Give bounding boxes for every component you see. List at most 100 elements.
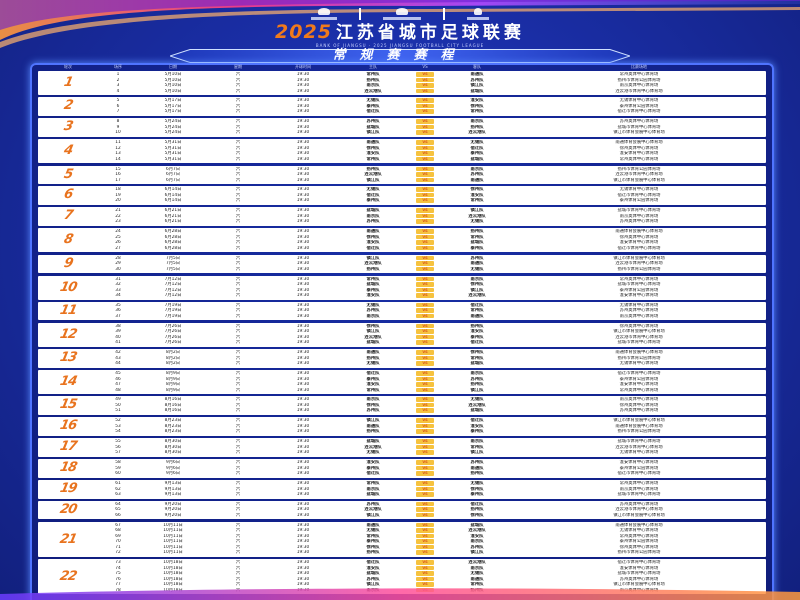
match-row[interactable]: 38 7月26日 六 19:30 徐州队 VS 扬州队 徐州奥体中心体育场: [98, 323, 766, 330]
match-row[interactable]: 61 9月13日 六 19:30 常州队 VS 无锡队 常州奥体中心体育场: [98, 481, 766, 487]
match-row[interactable]: 39 7月26日 六 19:30 镇江队 VS 淮安队 镇江市体育会展中心体育场: [98, 329, 766, 335]
match-row[interactable]: 19 6月14日 六 19:30 宿迁队 VS 淮安队 宿迁市体育中心体育场: [98, 192, 766, 199]
vs-badge: VS: [416, 544, 434, 550]
match-row[interactable]: 26 6月28日 六 19:30 淮安队 VS 盐城队 淮安体育中心体育场: [98, 240, 766, 246]
kickoff-time: 19:30: [296, 418, 310, 424]
match-row[interactable]: 44 8月2日 六 19:30 无锡队 VS 盐城队 无锡体育中心体育场: [98, 361, 766, 367]
match-row[interactable]: 69 10月11日 六 19:30 常州队 VS 淮安队 常州奥体中心体育场: [98, 533, 766, 540]
match-row[interactable]: 2 5月10日 六 19:30 扬州队 VS 苏州队 扬州市体育公园体育场: [98, 77, 766, 84]
match-row[interactable]: 78 10月18日 六 19:30 南京队 VS 扬州队 南京奥体中心体育场: [98, 587, 766, 594]
match-row[interactable]: 59 9月6日 六 19:30 泰州队 VS 南通队 泰州体育公园体育场: [98, 465, 766, 472]
match-row[interactable]: 20 6月14日 六 19:30 泰州队 VS 常州队 泰州体育公园体育场: [98, 198, 766, 204]
match-number: 34: [115, 293, 121, 299]
vs-cell: VS: [408, 119, 442, 125]
match-row[interactable]: 12 5月31日 六 19:30 徐州队 VS 宿迁队 徐州奥体中心体育场: [98, 145, 766, 152]
match-row[interactable]: 48 8月9日 六 19:30 常州队 VS 镇江队 常州奥体中心体育场: [98, 387, 766, 394]
match-row[interactable]: 60 9月6日 六 19:30 宿迁队 VS 扬州队 宿迁市体育中心体育场: [98, 471, 766, 477]
match-row[interactable]: 33 7月12日 六 19:30 泰州队 VS 镇江队 泰州体育公园体育场: [98, 287, 766, 294]
away-team: 扬州队: [470, 229, 484, 235]
match-row[interactable]: 30 7月5日 六 19:30 扬州队 VS 无锡队 扬州市体育公园体育场: [98, 266, 766, 273]
match-row[interactable]: 64 9月20日 六 19:30 苏州队 VS 宿迁队 苏州奥体中心体育场: [98, 501, 766, 508]
match-row[interactable]: 49 8月16日 六 19:30 南京队 VS 无锡队 南京奥体中心体育场: [98, 397, 766, 403]
match-weekday: 六: [235, 172, 241, 178]
match-row[interactable]: 66 9月20日 六 19:30 镇江队 VS 徐州队 镇江市体育会展中心体育场: [98, 512, 766, 519]
match-row[interactable]: 75 10月18日 六 19:30 盐城队 VS 无锡队 盐城市体育中心体育场: [98, 571, 766, 577]
match-row[interactable]: 23 6月21日 六 19:30 苏州队 VS 无锡队 苏州奥体中心体育场: [98, 219, 766, 225]
match-row[interactable]: 36 7月19日 六 19:30 苏州队 VS 常州队 苏州奥体中心体育场: [98, 308, 766, 314]
match-row[interactable]: 42 8月2日 六 19:30 南通队 VS 徐州队 南通体育会展中心体育场: [98, 350, 766, 356]
match-row[interactable]: 77 10月18日 六 19:30 镇江队 VS 常州队 镇江市体育会展中心体育场: [98, 582, 766, 588]
match-row[interactable]: 65 9月20日 六 19:30 连云港队 VS 扬州队 连云港市体育中心体育场: [98, 507, 766, 513]
match-row[interactable]: 14 5月31日 六 19:30 常州队 VS 盐城队 常州奥体中心体育场: [98, 156, 766, 163]
vs-badge: VS: [416, 124, 434, 130]
vs-cell: VS: [408, 429, 442, 435]
match-row[interactable]: 47 8月9日 六 19:30 淮安队 VS 扬州队 淮安体育中心体育场: [98, 382, 766, 388]
match-row[interactable]: 41 7月26日 六 19:30 盐城队 VS 宿迁队 盐城市体育中心体育场: [98, 340, 766, 346]
match-row[interactable]: 71 10月11日 六 19:30 徐州队 VS 苏州队 徐州奥体中心体育场: [98, 544, 766, 551]
match-row[interactable]: 9 5月24日 六 19:30 盐城队 VS 扬州队 盐城市体育中心体育场: [98, 124, 766, 131]
match-row[interactable]: 74 10月18日 六 19:30 淮安队 VS 南京队 淮安体育中心体育场: [98, 565, 766, 572]
match-row[interactable]: 13 5月31日 六 19:30 淮安队 VS 泰州队 淮安体育中心体育场: [98, 151, 766, 157]
match-row[interactable]: 22 6月21日 六 19:30 南京队 VS 连云港队 南京奥体中心体育场: [98, 213, 766, 220]
match-row[interactable]: 70 10月11日 六 19:30 泰州队 VS 南京队 泰州体育公园体育场: [98, 539, 766, 545]
round-group: 14 45 8月9日六 19:30 宿迁队 VS 南京队 宿迁市体育中心体育场 46 8月9日六 1…: [38, 370, 766, 395]
match-row[interactable]: 3 5月10日 六 19:30 南京队 VS 镇江队 南京奥体中心体育场: [98, 83, 766, 89]
match-number: 56: [115, 444, 121, 450]
match-row[interactable]: 67 10月11日 六 19:30 南通队 VS 盐城队 南通体育会展中心体育场: [98, 522, 766, 529]
match-row[interactable]: 11 5月31日 六 19:30 南通队 VS 无锡队 南通体育会展中心体育场: [98, 140, 766, 146]
header-venue: 比赛场地: [631, 64, 647, 69]
match-row[interactable]: 57 8月30日 六 19:30 无锡队 VS 镇江队 无锡体育中心体育场: [98, 450, 766, 456]
match-row[interactable]: 6 5月17日 六 19:30 泰州队 VS 徐州队 泰州体育公园体育场: [98, 103, 766, 110]
match-row[interactable]: 51 8月16日 六 19:30 苏州队 VS 盐城队 苏州奥体中心体育场: [98, 408, 766, 414]
match-row[interactable]: 16 6月7日 六 19:30 连云港队 VS 苏州队 连云港市体育中心体育场: [98, 172, 766, 178]
match-row[interactable]: 4 5月10日 六 19:30 连云港队 VS 盐城队 连云港市体育中心体育场: [98, 88, 766, 95]
match-row[interactable]: 40 7月26日 六 19:30 连云港队 VS 泰州队 连云港市体育中心体育场: [98, 334, 766, 341]
match-row[interactable]: 21 6月21日 六 19:30 盐城队 VS 镇江队 盐城市体育中心体育场: [98, 208, 766, 214]
match-row[interactable]: 43 8月2日 六 19:30 扬州队 VS 常州队 扬州市体育公园体育场: [98, 355, 766, 362]
match-date: 6月14日: [164, 192, 182, 198]
kickoff-time: 19:30: [296, 213, 310, 219]
match-row[interactable]: 31 7月12日 六 19:30 常州队 VS 南京队 常州奥体中心体育场: [98, 276, 766, 283]
match-row[interactable]: 24 6月28日 六 19:30 南通队 VS 扬州队 南通体育会展中心体育场: [98, 229, 766, 235]
vs-badge: VS: [416, 444, 434, 450]
match-row[interactable]: 29 7月5日 六 19:30 连云港队 VS 南通队 连云港市体育中心体育场: [98, 261, 766, 267]
match-row[interactable]: 58 9月6日 六 19:30 淮安队 VS 苏州队 淮安体育中心体育场: [98, 460, 766, 466]
match-row[interactable]: 17 6月7日 六 19:30 镇江队 VS 南通队 镇江市体育会展中心体育场: [98, 177, 766, 184]
match-number: 69: [115, 533, 121, 539]
match-row[interactable]: 52 8月23日 六 19:30 镇江队 VS 宿迁队 镇江市体育会展中心体育场: [98, 418, 766, 424]
match-row[interactable]: 8 5月24日 六 19:30 苏州队 VS 南京队 苏州奥体中心体育场: [98, 119, 766, 125]
match-row[interactable]: 28 7月5日 六 19:30 镇江队 VS 苏州队 镇江市体育会展中心体育场: [98, 255, 766, 262]
match-row[interactable]: 37 7月19日 六 19:30 南京队 VS 南通队 南京奥体中心体育场: [98, 313, 766, 320]
match-row[interactable]: 62 9月13日 六 19:30 南京队 VS 徐州队 南京奥体中心体育场: [98, 486, 766, 493]
venue: 镇江市体育会展中心体育场: [613, 418, 665, 424]
venue: 宿迁市体育中心体育场: [617, 245, 661, 251]
match-row[interactable]: 1 5月10日 六 19:30 常州队 VS 南通队 常州奥体中心体育场: [98, 72, 766, 78]
match-row[interactable]: 72 10月11日 六 19:30 扬州队 VS 镇江队 扬州市体育公园体育场: [98, 550, 766, 556]
home-team: 扬州队: [366, 550, 380, 556]
match-row[interactable]: 32 7月12日 六 19:30 盐城队 VS 徐州队 盐城市体育中心体育场: [98, 282, 766, 288]
match-row[interactable]: 10 5月24日 六 19:30 镇江队 VS 连云港队 镇江市体育会展中心体育场: [98, 130, 766, 136]
match-row[interactable]: 73 10月18日 六 19:30 宿迁队 VS 连云港队 宿迁市体育中心体育场: [98, 560, 766, 566]
venue: 镇江市体育会展中心体育场: [613, 130, 665, 136]
match-row[interactable]: 15 6月7日 六 19:30 扬州队 VS 南京队 扬州市体育公园体育场: [98, 166, 766, 173]
match-row[interactable]: 68 10月11日 六 19:30 无锡队 VS 连云港队 无锡体育中心体育场: [98, 528, 766, 534]
match-row[interactable]: 55 8月30日 六 19:30 盐城队 VS 南京队 盐城市体育中心体育场: [98, 439, 766, 445]
match-row[interactable]: 34 7月12日 六 19:30 淮安队 VS 连云港队 淮安体育中心体育场: [98, 293, 766, 299]
match-weekday: 六: [235, 539, 241, 545]
match-row[interactable]: 5 5月17日 六 19:30 无锡队 VS 淮安队 无锡体育中心体育场: [98, 98, 766, 104]
match-row[interactable]: 53 8月23日 六 19:30 南通队 VS 淮安队 南通体育会展中心体育场: [98, 423, 766, 430]
match-row[interactable]: 63 9月13日 六 19:30 盐城队 VS 泰州队 盐城市体育中心体育场: [98, 492, 766, 498]
match-row[interactable]: 50 8月16日 六 19:30 徐州队 VS 连云港队 徐州奥体中心体育场: [98, 402, 766, 409]
match-row[interactable]: 45 8月9日 六 19:30 宿迁队 VS 南京队 宿迁市体育中心体育场: [98, 371, 766, 377]
match-row[interactable]: 35 7月19日 六 19:30 无锡队 VS 宿迁队 无锡体育中心体育场: [98, 302, 766, 309]
match-row[interactable]: 76 10月18日 六 19:30 苏州队 VS 南通队 苏州奥体中心体育场: [98, 576, 766, 583]
match-row[interactable]: 56 8月30日 六 19:30 连云港队 VS 常州队 连云港市体育中心体育场: [98, 444, 766, 451]
home-team: 连云港队: [364, 261, 382, 267]
match-row[interactable]: 54 8月23日 六 19:30 扬州队 VS 泰州队 扬州市体育公园体育场: [98, 429, 766, 435]
match-row[interactable]: 18 6月14日 六 19:30 无锡队 VS 徐州队 无锡体育中心体育场: [98, 187, 766, 193]
match-row[interactable]: 46 8月9日 六 19:30 泰州队 VS 苏州队 泰州体育公园体育场: [98, 376, 766, 383]
match-row[interactable]: 7 5月17日 六 19:30 宿迁队 VS 常州队 宿迁市体育中心体育场: [98, 109, 766, 115]
match-row[interactable]: 25 6月28日 六 19:30 徐州队 VS 常州队 徐州奥体中心体育场: [98, 234, 766, 241]
venue: 常州奥体中心体育场: [619, 156, 659, 162]
match-row[interactable]: 27 6月28日 六 19:30 宿迁队 VS 泰州队 宿迁市体育中心体育场: [98, 245, 766, 252]
